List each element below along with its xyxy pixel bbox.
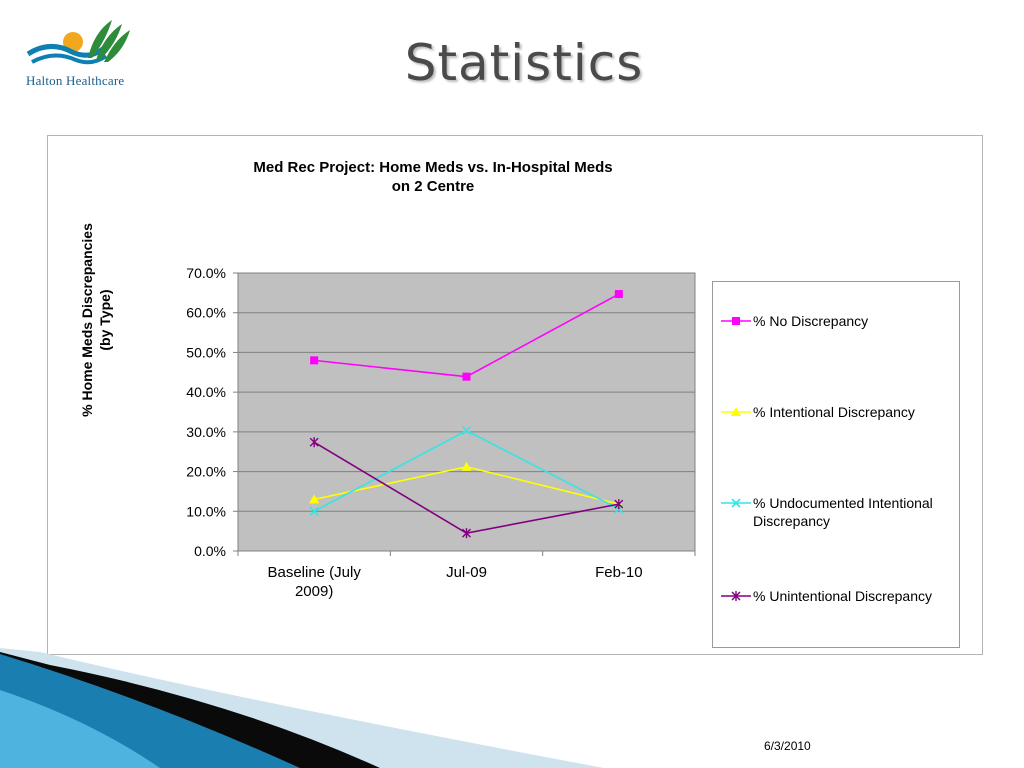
chart-title-line: Med Rec Project: Home Meds vs. In-Hospit… (253, 159, 613, 176)
logo-text: Halton Healthcare (26, 73, 125, 88)
sun-icon (63, 32, 83, 52)
y-tick-label: 70.0% (186, 265, 226, 281)
data-point (309, 494, 320, 504)
chart-legend: % No Discrepancy % Intentional Discrepanc… (712, 281, 960, 648)
legend-label-line: % No Discrepancy (753, 313, 869, 329)
y-tick-label: 40.0% (186, 384, 226, 400)
data-point (614, 290, 623, 299)
legend-label: % Unintentional Discrepancy (753, 587, 958, 605)
x-tick-label: Baseline (July (267, 564, 361, 581)
legend-label: % No Discrepancy (753, 312, 958, 330)
data-point (309, 506, 319, 516)
slide-date: 6/3/2010 (764, 739, 811, 753)
y-tick-label: 0.0% (194, 543, 226, 559)
x-tick-label: 2009) (295, 583, 333, 600)
wave-icon-2 (31, 53, 108, 65)
legend-label: % Intentional Discrepancy (753, 403, 958, 421)
legend-marker (731, 498, 741, 508)
y-tick-label: 30.0% (186, 424, 226, 440)
swoosh-blue-highlight (0, 690, 160, 768)
chart-title-line: on 2 Centre (391, 178, 475, 195)
leaf-icon (88, 20, 112, 58)
x-tick-label: Jul-09 (446, 564, 487, 581)
halton-logo-mark (26, 20, 130, 65)
slide-title: Statistics (404, 34, 644, 92)
chart-frame: Med Rec Project: Home Meds vs. In-Hospit… (47, 135, 983, 655)
legend-marker (731, 407, 741, 416)
legend-swatch (721, 317, 751, 325)
y-tick-label: 60.0% (186, 305, 226, 321)
legend-label-line: % Intentional Discrepancy (753, 404, 915, 420)
legend-item: % No Discrepancy (719, 312, 958, 330)
legend-swatch (721, 407, 751, 416)
legend-swatch (721, 591, 751, 601)
legend-label-line: % Unintentional Discrepancy (753, 588, 932, 604)
y-tick-label: 10.0% (186, 503, 226, 519)
data-point (462, 372, 471, 381)
legend-marker (731, 591, 741, 601)
legend-label: % Undocumented Intentional Discrepancy (753, 494, 958, 530)
line-chart: 0.0% 10.0% 20.0% 30.0% 40.0% 50.0% 60.0% 70.0% B… (186, 265, 696, 600)
legend-item: % Undocumented Intentional Discrepancy (719, 494, 958, 530)
legend-swatch (721, 498, 751, 508)
data-point (614, 499, 624, 510)
leaf-icon-2 (96, 24, 122, 60)
legend-marker (732, 317, 740, 325)
data-point (309, 437, 319, 448)
chart-title: Med Rec Project: Home Meds vs. In-Hospit… (248, 158, 618, 196)
leaf-icon-3 (104, 30, 130, 62)
y-tick-label: 20.0% (186, 464, 226, 480)
data-point (461, 461, 472, 471)
data-point (461, 426, 472, 436)
legend-label-line: % Undocumented Intentional (753, 495, 933, 511)
legend-item: % Unintentional Discrepancy (719, 587, 958, 605)
data-point (462, 528, 471, 539)
x-tick-label: Feb-10 (595, 564, 643, 581)
y-tick-label: 50.0% (186, 344, 226, 360)
legend-label-line: Discrepancy (753, 513, 831, 529)
data-point (310, 356, 319, 365)
legend-item: % Intentional Discrepancy (719, 403, 958, 421)
